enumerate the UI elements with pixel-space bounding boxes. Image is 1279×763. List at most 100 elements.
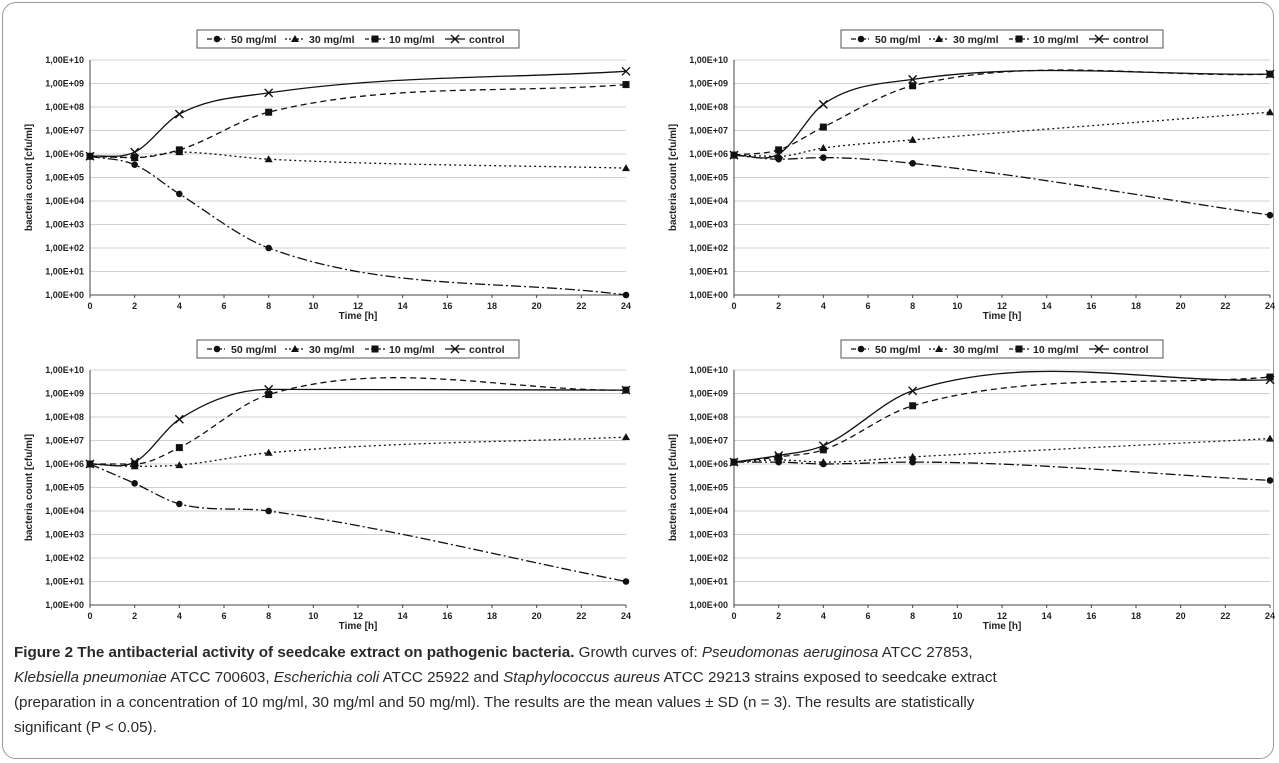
y-tick-labels: 1,00E+00 1,00E+01 1,00E+02 1,00E+03 1,00E+04…: [689, 365, 728, 610]
data-point: [1266, 108, 1274, 116]
gridlines: [734, 369, 1270, 606]
legend-marker: [857, 345, 865, 353]
figure-caption: Figure 2 The antibacterial activity of s…: [14, 640, 1264, 740]
legend: 50 mg/ml 30 mg/ml 10 mg/ml control: [840, 29, 1164, 49]
x-tick-label: 12: [997, 611, 1007, 621]
y-tick-label: 1,00E+10: [45, 365, 84, 375]
legend-item: 50 mg/ml: [207, 344, 277, 356]
chart-panel-top-left: 1,00E+00 1,00E+01 1,00E+02 1,00E+03 1,00E+04…: [8, 28, 648, 343]
legend-item: 10 mg/ml: [365, 344, 435, 356]
data-point: [175, 146, 183, 154]
legend-label: 10 mg/ml: [389, 344, 435, 356]
y-tick-label: 1,00E+09: [45, 389, 84, 399]
x-tick-label: 8: [910, 301, 915, 311]
x-tick-label: 18: [1131, 611, 1141, 621]
legend-label: 50 mg/ml: [231, 344, 277, 356]
x-tick-label: 4: [821, 611, 826, 621]
data-point: [1266, 434, 1274, 442]
legend-item: 10 mg/ml: [1009, 344, 1079, 356]
data-point: [176, 500, 183, 508]
y-tick-label: 1,00E+08: [689, 102, 728, 112]
caption-text-5: ATCC 29213 strains exposed to seedcake e…: [660, 669, 997, 686]
caption-text-7: significant (P < 0.05).: [14, 719, 157, 736]
x-tick-label: 10: [952, 611, 962, 621]
data-point: [131, 161, 138, 169]
data-point: [264, 88, 274, 98]
data-point: [131, 154, 139, 162]
x-tick-label: 2: [776, 301, 781, 311]
x-tick-label: 20: [532, 611, 542, 621]
caption-species-1: Pseudomonas aeruginosa: [701, 644, 879, 661]
data-point: [729, 150, 739, 160]
legend-item: 30 mg/ml: [285, 344, 355, 356]
x-tick-label: 22: [1220, 301, 1230, 311]
legend-box: [840, 29, 1164, 49]
legend-item: control: [445, 344, 505, 356]
y-tick-label: 1,00E+07: [45, 126, 84, 136]
series-line: [733, 154, 1271, 216]
x-tick-label: 24: [1265, 611, 1275, 621]
x-tick-label: 14: [398, 611, 408, 621]
legend-box: [840, 339, 1164, 359]
legend-label: control: [1113, 344, 1149, 356]
y-tick-label: 1,00E+01: [45, 577, 84, 587]
legend-label: 50 mg/ml: [875, 344, 921, 356]
data-point: [908, 452, 917, 460]
x-tick-label: 16: [442, 611, 452, 621]
data-point: [622, 164, 630, 172]
legend-label: control: [1113, 34, 1149, 46]
series-10-mg-ml: [730, 373, 1274, 466]
legend-marker: [371, 35, 379, 43]
y-tick-label: 1,00E+05: [45, 173, 84, 183]
gridlines: [734, 59, 1270, 296]
y-tick-label: 1,00E+04: [689, 506, 728, 516]
legend-label: 50 mg/ml: [875, 34, 921, 46]
x-tick-label: 22: [576, 611, 586, 621]
y-tick-label: 1,00E+01: [689, 267, 728, 277]
legend: 50 mg/ml 30 mg/ml 10 mg/ml control: [196, 339, 520, 359]
legend-item: control: [1089, 344, 1149, 356]
y-tick-label: 1,00E+00: [689, 600, 728, 610]
x-tick-labels: 0 2 4 6 8 10 12 14 16 18 20 22 24: [87, 611, 631, 621]
data-point: [729, 457, 739, 467]
x-tick-label: 0: [87, 611, 92, 621]
y-tick-label: 1,00E+09: [689, 79, 728, 89]
series-line: [733, 111, 1271, 157]
series-10-mg-ml: [86, 81, 630, 162]
x-tick-label: 24: [621, 301, 631, 311]
caption-text-4: ATCC 25922 and: [379, 669, 504, 686]
x-tick-label: 20: [532, 301, 542, 311]
data-point: [1266, 477, 1274, 484]
data-point: [909, 160, 916, 167]
series-line: [89, 70, 627, 157]
x-tick-label: 22: [1220, 611, 1230, 621]
legend-item: 30 mg/ml: [929, 344, 999, 356]
x-tick-label: 2: [132, 301, 137, 311]
x-tick-label: 12: [353, 301, 363, 311]
x-tick-label: 0: [87, 301, 92, 311]
y-tick-label: 1,00E+02: [689, 553, 728, 563]
data-point: [622, 81, 630, 89]
legend-item: 50 mg/ml: [207, 34, 277, 46]
legend-marker: [935, 345, 943, 352]
x-tick-label: 0: [731, 611, 736, 621]
data-point: [174, 414, 184, 424]
x-tick-label: 24: [621, 611, 631, 621]
x-tick-label: 12: [997, 301, 1007, 311]
x-tick-label: 8: [910, 611, 915, 621]
y-axis-label: bacteria count [cfu/ml]: [24, 434, 35, 541]
data-point: [265, 507, 272, 515]
caption-text-3: ATCC 700603,: [166, 669, 274, 686]
x-axis-label: Time [h]: [339, 311, 378, 322]
y-tick-label: 1,00E+01: [689, 577, 728, 587]
data-point: [818, 441, 828, 451]
legend-item: 30 mg/ml: [929, 34, 999, 46]
data-point: [1266, 211, 1274, 219]
x-tick-label: 0: [731, 301, 736, 311]
data-point: [265, 391, 273, 399]
data-point: [1266, 373, 1274, 381]
data-point: [264, 384, 274, 394]
legend-marker: [1094, 34, 1104, 44]
legend-label: 10 mg/ml: [1033, 344, 1079, 356]
